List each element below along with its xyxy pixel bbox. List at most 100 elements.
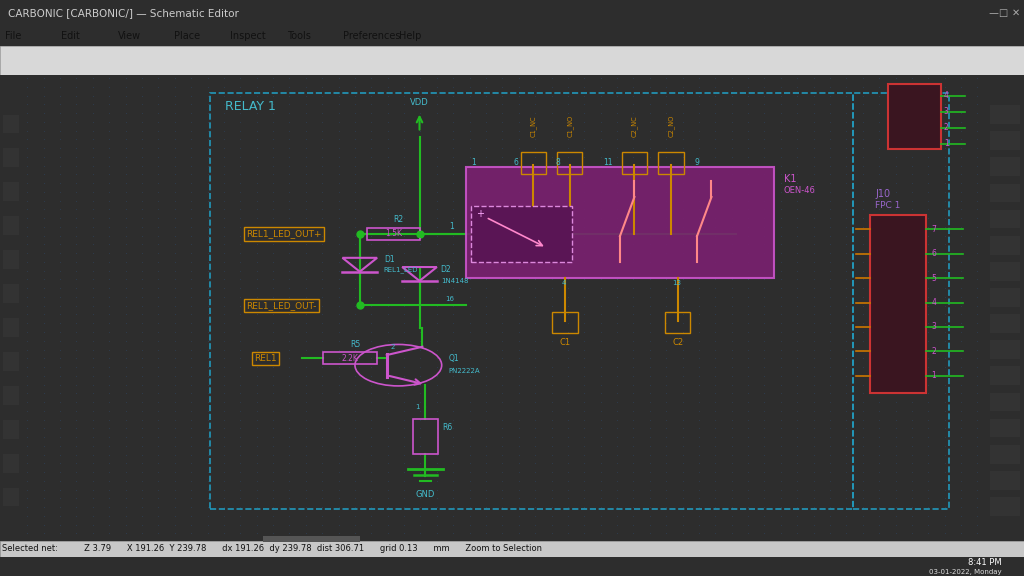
Point xyxy=(298,397,314,407)
Point xyxy=(101,485,118,494)
Point xyxy=(216,468,232,477)
Point xyxy=(151,82,167,92)
Point xyxy=(19,468,36,477)
Point xyxy=(347,476,364,486)
Point xyxy=(364,118,380,127)
Point xyxy=(249,371,265,380)
Point xyxy=(19,502,36,511)
Point xyxy=(118,301,134,310)
Point xyxy=(36,187,52,196)
Point xyxy=(577,91,593,100)
Point xyxy=(658,231,675,240)
Point xyxy=(544,371,560,380)
Point xyxy=(495,170,511,179)
Point xyxy=(790,135,806,144)
Point xyxy=(429,371,445,380)
Point xyxy=(282,205,298,214)
Point xyxy=(921,327,937,336)
Point xyxy=(609,283,626,293)
Point xyxy=(790,468,806,477)
Point xyxy=(806,476,822,486)
Point xyxy=(167,345,183,354)
Point xyxy=(871,240,888,249)
Point xyxy=(249,397,265,407)
Point xyxy=(118,118,134,127)
Point xyxy=(151,406,167,415)
Point xyxy=(298,450,314,459)
Point xyxy=(642,389,658,398)
Point xyxy=(19,415,36,424)
Point xyxy=(937,511,953,521)
Point xyxy=(675,301,691,310)
Point xyxy=(577,458,593,468)
Point xyxy=(249,126,265,135)
Point xyxy=(708,458,724,468)
Point xyxy=(675,371,691,380)
Point xyxy=(626,179,642,188)
Point xyxy=(85,179,101,188)
Point xyxy=(478,458,495,468)
Point xyxy=(888,529,904,538)
Text: K1: K1 xyxy=(783,174,797,184)
Point xyxy=(888,476,904,486)
Point xyxy=(216,327,232,336)
Point xyxy=(806,118,822,127)
Point xyxy=(708,118,724,127)
Point xyxy=(675,266,691,275)
Point xyxy=(740,502,757,511)
Point xyxy=(577,275,593,284)
Point xyxy=(560,406,577,415)
Point xyxy=(19,511,36,521)
Point xyxy=(347,319,364,328)
Point xyxy=(773,266,790,275)
Point xyxy=(380,441,396,450)
Point xyxy=(151,380,167,389)
Point xyxy=(495,143,511,153)
Point xyxy=(314,249,331,258)
Point xyxy=(429,502,445,511)
Point xyxy=(298,143,314,153)
Point xyxy=(216,196,232,205)
Point xyxy=(609,293,626,302)
Point xyxy=(593,170,609,179)
Point xyxy=(200,415,216,424)
Point xyxy=(396,362,413,372)
Text: Selected net:          Z 3.79      X 191.26  Y 239.78      dx 191.26  dy 239.78 : Selected net: Z 3.79 X 191.26 Y 239.78 d… xyxy=(2,544,542,554)
Bar xyxy=(990,445,1020,464)
Point xyxy=(282,249,298,258)
Point xyxy=(921,100,937,109)
Point xyxy=(511,283,527,293)
Point xyxy=(658,441,675,450)
Point xyxy=(19,389,36,398)
Point xyxy=(85,336,101,346)
Point xyxy=(429,380,445,389)
Point xyxy=(282,301,298,310)
Point xyxy=(888,152,904,161)
Point xyxy=(331,424,347,433)
Point xyxy=(69,161,85,170)
Point xyxy=(298,91,314,100)
Point xyxy=(724,494,740,503)
Point xyxy=(658,118,675,127)
Point xyxy=(462,108,478,118)
Point xyxy=(806,143,822,153)
Point xyxy=(740,266,757,275)
Point xyxy=(396,161,413,170)
Point xyxy=(19,301,36,310)
Point xyxy=(19,275,36,284)
Point xyxy=(577,108,593,118)
Text: Help: Help xyxy=(399,31,422,41)
Point xyxy=(495,74,511,83)
Point xyxy=(69,82,85,92)
Point xyxy=(36,161,52,170)
Point xyxy=(593,468,609,477)
Point xyxy=(724,406,740,415)
Point xyxy=(691,458,708,468)
Point xyxy=(19,161,36,170)
Point xyxy=(511,118,527,127)
Point xyxy=(183,161,200,170)
Point xyxy=(544,100,560,109)
Point xyxy=(675,476,691,486)
Point xyxy=(855,380,871,389)
Point xyxy=(478,170,495,179)
